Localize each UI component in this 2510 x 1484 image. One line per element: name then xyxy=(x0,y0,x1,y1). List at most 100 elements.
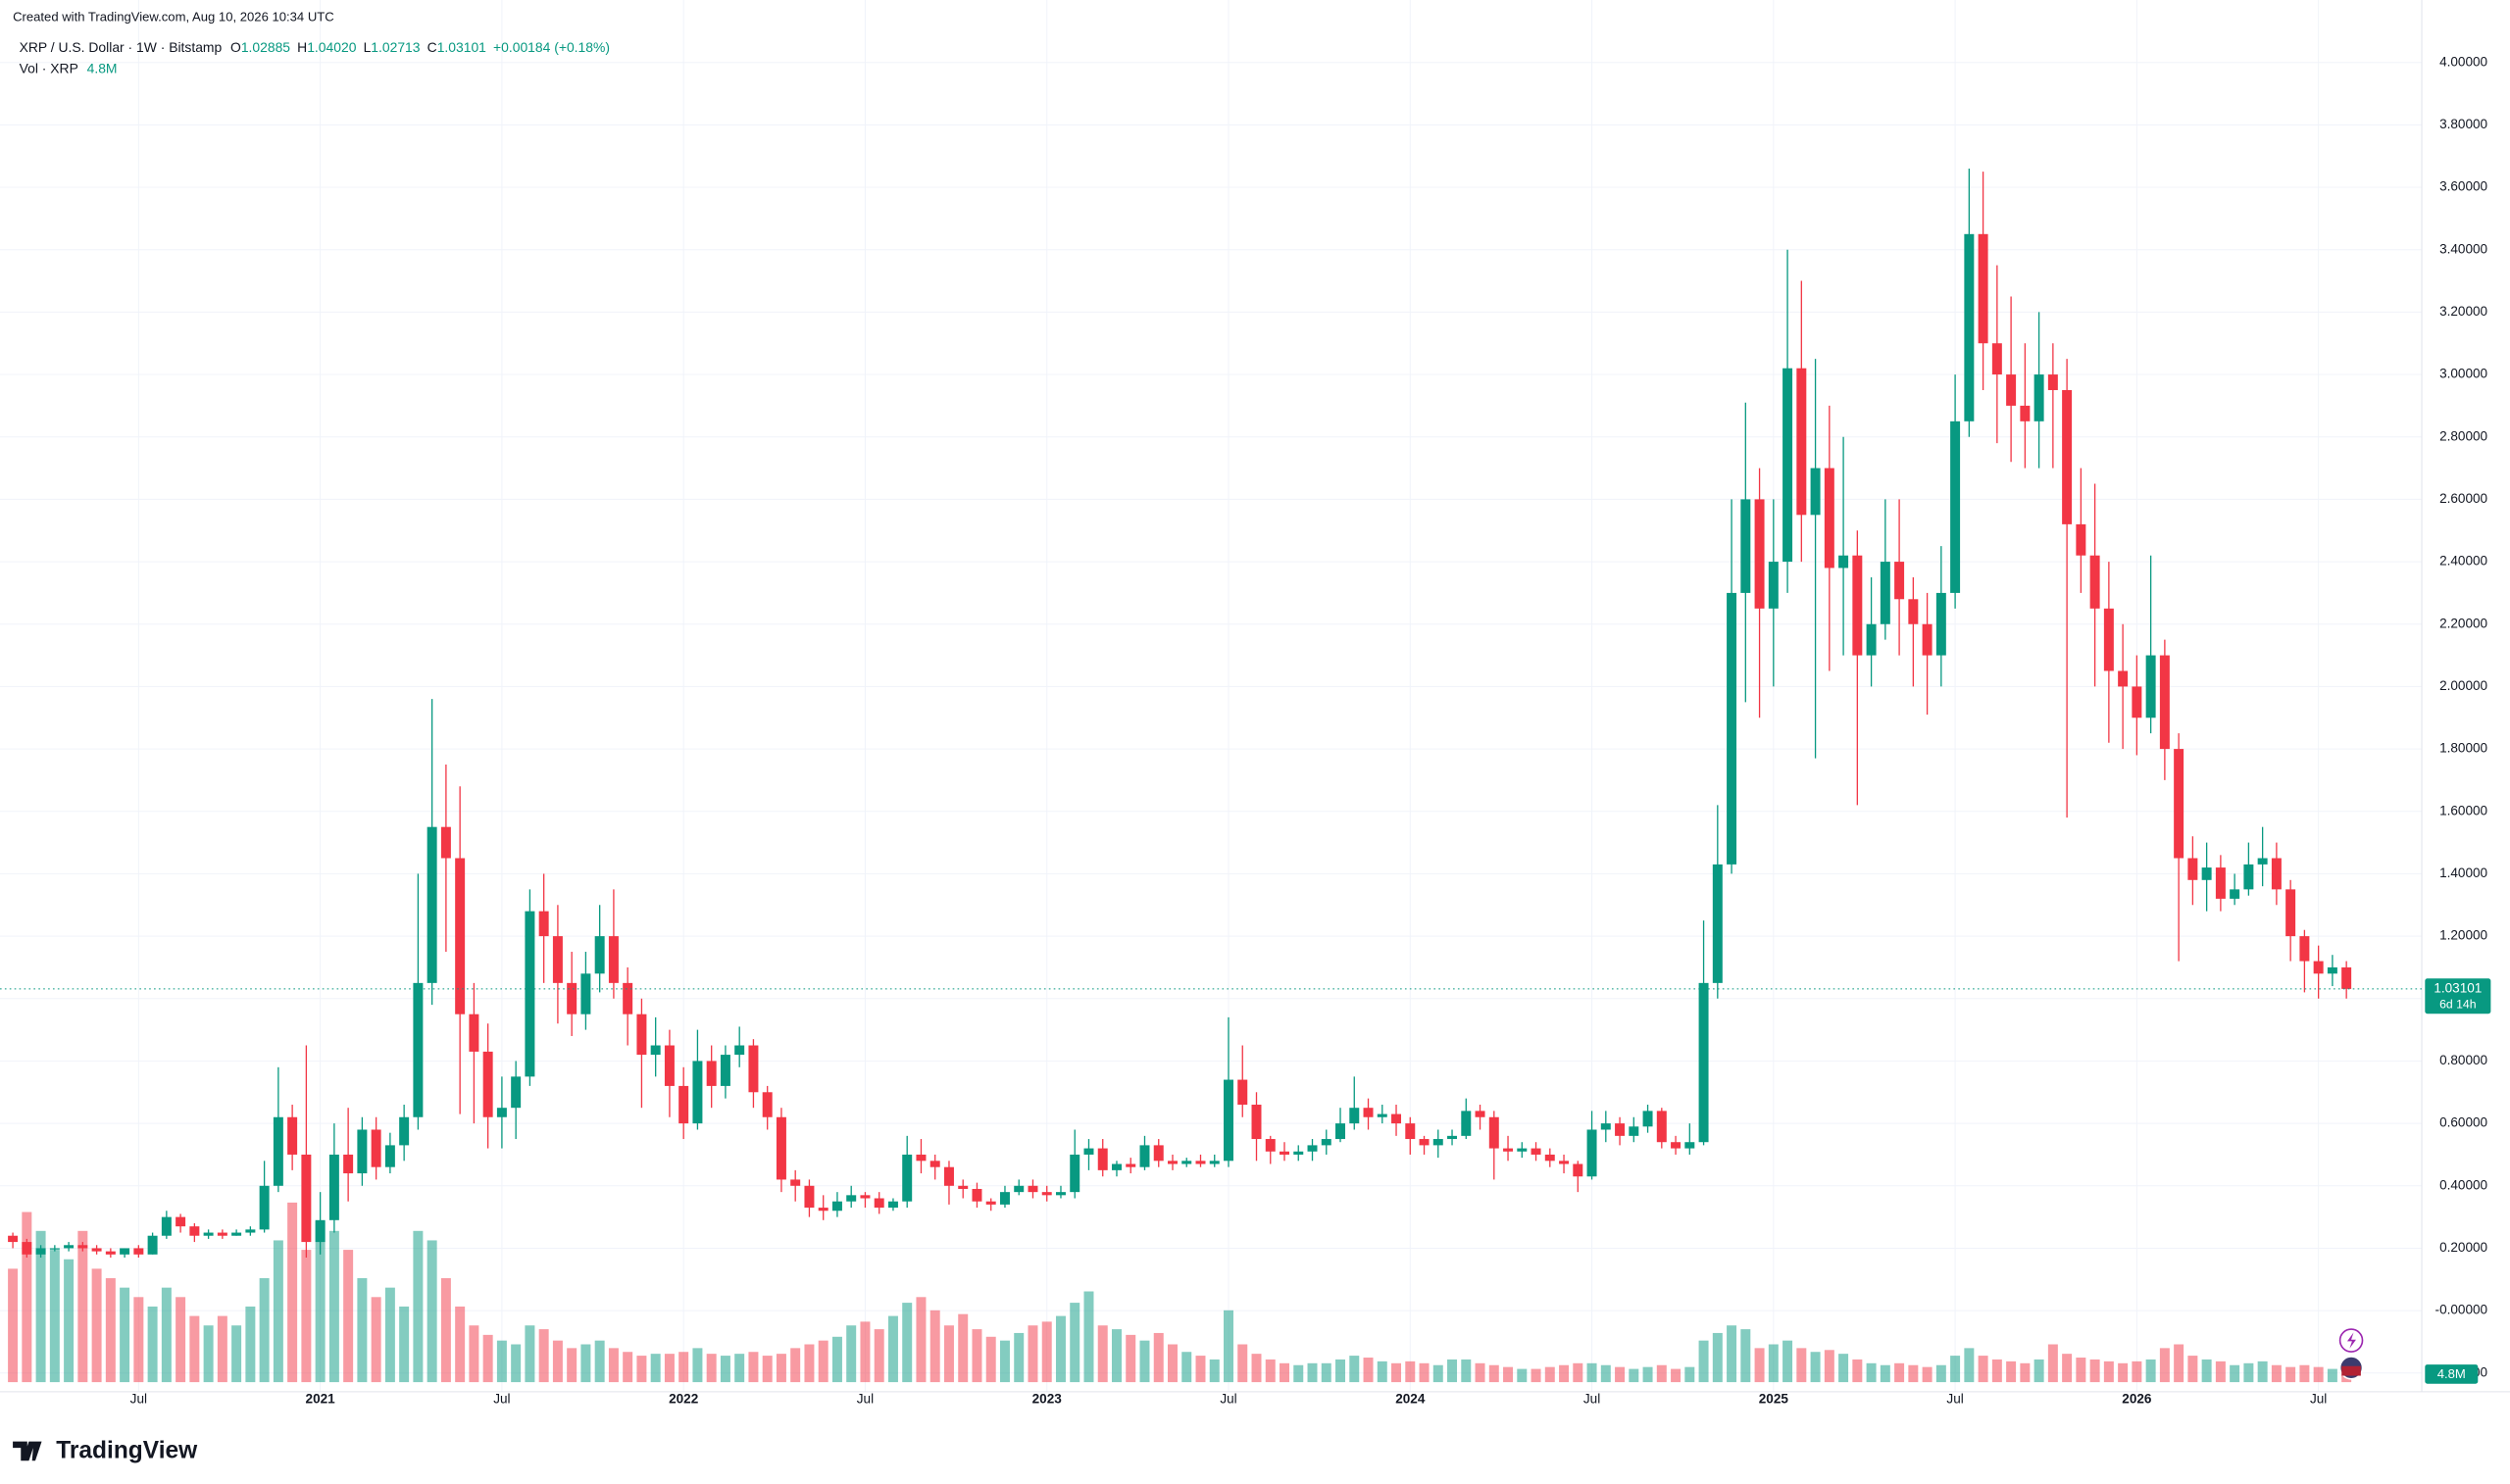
y-tick-label: 0.60000 xyxy=(2439,1115,2487,1130)
volume-bar xyxy=(2047,1344,2058,1383)
volume-bar xyxy=(2118,1362,2129,1383)
candle-body xyxy=(64,1245,75,1249)
volume-bar xyxy=(902,1303,913,1383)
candle-body xyxy=(217,1232,227,1236)
volume-value-label: 4.8M xyxy=(2437,1366,2466,1381)
volume-bar xyxy=(1083,1291,1094,1383)
volume-bar xyxy=(273,1240,283,1383)
candle-body xyxy=(357,1129,368,1174)
volume-bar xyxy=(1224,1310,1233,1383)
volume-bar xyxy=(2103,1360,2114,1383)
volume-bar xyxy=(315,1221,326,1383)
candle-body xyxy=(1335,1123,1346,1140)
candle-body xyxy=(2103,608,2114,671)
volume-bar xyxy=(496,1340,507,1383)
candle-body xyxy=(287,1116,298,1155)
candle-body xyxy=(706,1061,717,1086)
candle-body xyxy=(650,1045,661,1056)
candle-body xyxy=(77,1245,88,1249)
grid xyxy=(0,0,2423,1392)
candle-body xyxy=(259,1185,270,1230)
candle-body xyxy=(35,1248,46,1255)
volume-bar xyxy=(720,1356,730,1383)
volume-bar xyxy=(259,1278,270,1383)
candle-body xyxy=(831,1201,842,1212)
candle-body xyxy=(301,1154,312,1243)
volume-bar xyxy=(1405,1360,1416,1383)
candle-body xyxy=(1307,1145,1318,1152)
volume-bar xyxy=(231,1325,242,1383)
candle-body xyxy=(776,1116,786,1180)
volume-bar xyxy=(1698,1340,1709,1383)
volume-bar xyxy=(161,1287,172,1383)
volume-bar xyxy=(8,1268,19,1383)
volume-bar xyxy=(1964,1348,1975,1383)
candle-body xyxy=(399,1116,410,1146)
volume-bar xyxy=(1432,1364,1443,1383)
candle-body xyxy=(2215,867,2226,899)
volume-bar xyxy=(440,1278,451,1383)
candle-body xyxy=(22,1242,32,1255)
x-tick-label: Jul xyxy=(1946,1392,1963,1407)
candle-body xyxy=(902,1154,913,1202)
candle-body xyxy=(147,1235,158,1255)
x-tick-label: Jul xyxy=(493,1392,510,1407)
candle-body xyxy=(343,1154,354,1174)
candle-body xyxy=(1363,1108,1374,1117)
volume-bar xyxy=(818,1340,828,1383)
volume-bar xyxy=(49,1250,60,1383)
candle-body xyxy=(846,1195,857,1202)
candle-body xyxy=(482,1051,493,1117)
volume-bar xyxy=(2257,1360,2268,1383)
candle-body xyxy=(1698,982,1709,1143)
x-tick-label: Jul xyxy=(2310,1392,2327,1407)
volume-legend-value: 4.8M xyxy=(87,60,118,75)
legend-open-label: O xyxy=(230,39,241,55)
candle-body xyxy=(469,1014,479,1052)
volume-bar xyxy=(147,1306,158,1383)
x-tick-label: Jul xyxy=(857,1392,874,1407)
volume-bar xyxy=(427,1240,437,1383)
volume-bar xyxy=(1307,1362,1318,1383)
volume-bar xyxy=(552,1340,563,1383)
candle-body xyxy=(2257,858,2268,865)
candle-body xyxy=(315,1219,326,1243)
candle-body xyxy=(734,1045,745,1056)
candle-body xyxy=(1349,1108,1360,1124)
volume-bar xyxy=(2033,1359,2044,1383)
volume-bar xyxy=(2243,1362,2254,1383)
candle-body xyxy=(623,982,633,1014)
candle-body xyxy=(1671,1142,1682,1149)
legend-change: +0.00184 (+0.18%) xyxy=(493,39,610,55)
candle-body xyxy=(1168,1161,1178,1164)
volume-bar xyxy=(1280,1362,1289,1383)
volume-bar xyxy=(1321,1362,1331,1383)
volume-bar xyxy=(1894,1362,1905,1383)
volume-bar xyxy=(567,1348,577,1383)
volume-bar xyxy=(176,1297,186,1383)
volume-bar xyxy=(804,1344,815,1383)
candle-body xyxy=(91,1248,102,1252)
candle-body xyxy=(664,1045,675,1086)
legend-high-label: H xyxy=(297,39,307,55)
candle-body xyxy=(496,1108,507,1117)
volume-bar xyxy=(1866,1362,1877,1383)
volume-bar xyxy=(525,1325,535,1383)
volume-bar xyxy=(1615,1366,1626,1383)
volume-bar xyxy=(1447,1359,1458,1383)
candle-body xyxy=(1559,1161,1570,1164)
volume-bar xyxy=(972,1329,982,1383)
volume-bar xyxy=(1754,1348,1765,1383)
candle-body xyxy=(1209,1161,1220,1164)
volume-bar xyxy=(1181,1352,1192,1383)
candle-body xyxy=(1642,1111,1653,1127)
candle-body xyxy=(8,1235,19,1243)
legend-close: 1.03101 xyxy=(437,39,486,55)
volume-bar xyxy=(958,1313,969,1383)
volume-bar xyxy=(2299,1364,2310,1383)
y-tick-label: 0.40000 xyxy=(2439,1177,2487,1192)
volume-bar xyxy=(1209,1359,1220,1383)
volume-bar xyxy=(1153,1332,1164,1383)
y-tick-label: 1.80000 xyxy=(2439,741,2487,756)
